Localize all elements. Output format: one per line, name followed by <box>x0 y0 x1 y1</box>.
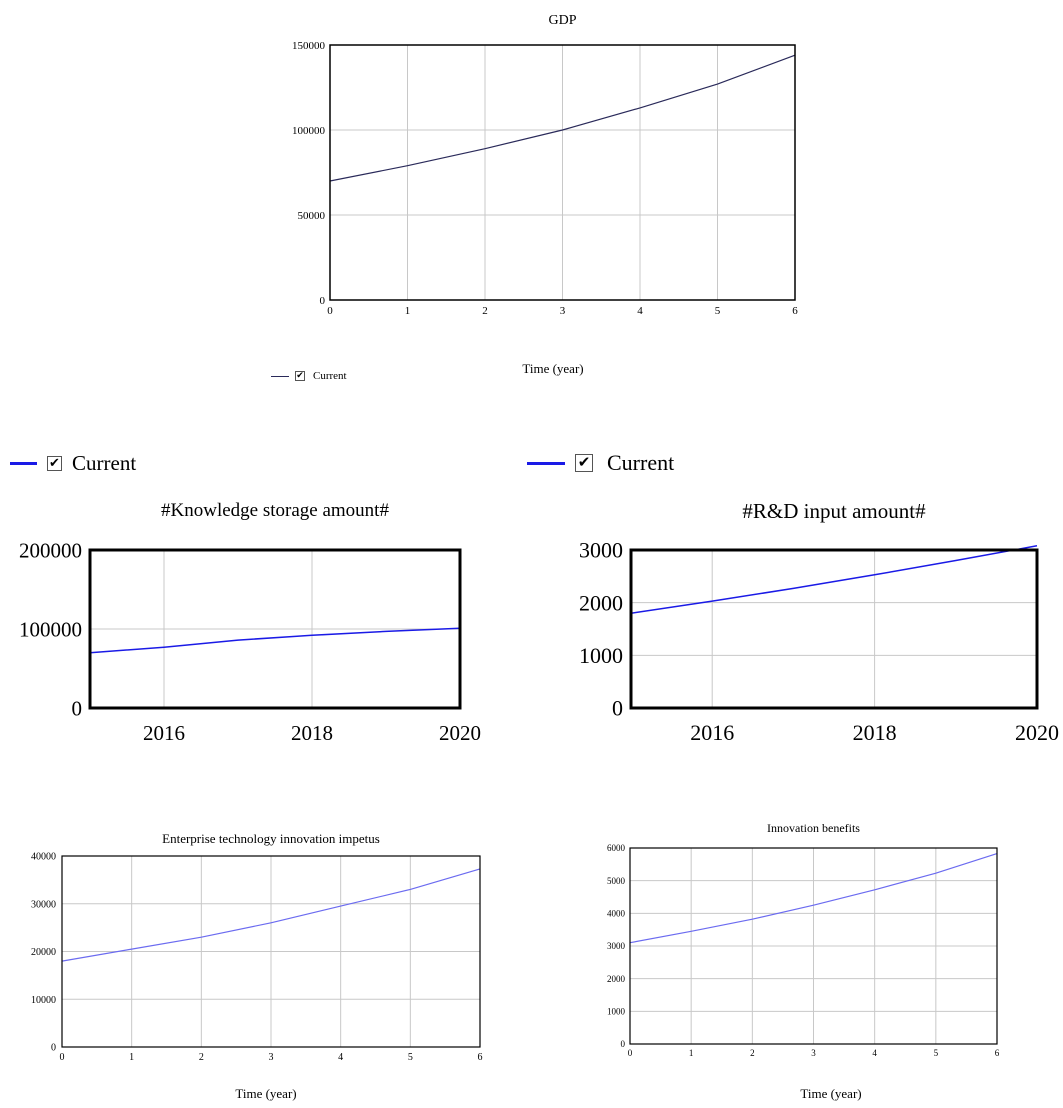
x-tick-label: 3 <box>269 1052 274 1063</box>
x-tick-label: 2018 <box>291 721 333 745</box>
x-tick-label: 0 <box>60 1052 65 1063</box>
x-tick-label: 1 <box>129 1052 134 1063</box>
x-tick-label: 2018 <box>853 720 897 745</box>
x-axis-label: Time (year) <box>235 1086 296 1101</box>
y-tick-label: 0 <box>612 696 623 721</box>
series-line-1 <box>629 853 998 944</box>
y-tick-label: 30000 <box>31 899 56 910</box>
x-tick-label: 4 <box>872 1048 877 1058</box>
series-line-1 <box>630 545 1038 614</box>
rd-legend: Current <box>527 450 674 476</box>
legend-line-icon <box>271 375 289 377</box>
series-line-1 <box>89 627 461 654</box>
chart-title: Innovation benefits <box>767 821 860 835</box>
x-tick-label: 2 <box>482 305 488 317</box>
y-tick-label: 1000 <box>607 1006 626 1016</box>
legend-label: Current <box>313 370 347 382</box>
x-tick-label: 0 <box>628 1048 633 1058</box>
legend-checkbox[interactable] <box>295 370 305 381</box>
x-tick-label: 1 <box>405 305 411 317</box>
y-tick-label: 2000 <box>579 590 623 615</box>
x-tick-label: 5 <box>408 1052 413 1063</box>
y-tick-label: 6000 <box>607 843 626 853</box>
plot-frame <box>329 44 796 301</box>
y-tick-label: 4000 <box>607 908 626 918</box>
y-tick-label: 5000 <box>607 876 626 886</box>
chart-title: GDP <box>548 13 576 28</box>
legend-line-icon <box>10 462 37 465</box>
x-tick-label: 2 <box>199 1052 204 1063</box>
y-tick-label: 100000 <box>292 125 326 137</box>
y-tick-label: 0 <box>51 1043 56 1054</box>
chart-title: Enterprise technology innovation impetus <box>162 831 380 846</box>
rd-input-chart: #R&D input amount# 2016 2018 2020 0 1000 2000 3… <box>579 499 1059 745</box>
x-tick-label: 3 <box>560 305 566 317</box>
gdp-chart: GDP 0 1 2 3 4 5 6 0 50000 100000 150000 Time (year) <box>292 13 798 376</box>
plot-frame <box>61 855 481 1048</box>
x-axis-label: Time (year) <box>800 1086 861 1101</box>
x-tick-label: 2020 <box>439 721 481 745</box>
x-tick-label: 6 <box>478 1052 483 1063</box>
series-line-1 <box>61 868 481 962</box>
x-tick-label: 1 <box>689 1048 694 1058</box>
x-tick-label: 2 <box>750 1048 755 1058</box>
x-tick-label: 2016 <box>143 721 185 745</box>
x-tick-label: 4 <box>338 1052 343 1063</box>
legend-label: Current <box>72 451 137 475</box>
y-tick-label: 10000 <box>31 995 56 1006</box>
y-tick-label: 3000 <box>607 941 626 951</box>
plot-frame <box>88 548 462 710</box>
x-axis-label: Time (year) <box>522 361 583 376</box>
y-tick-label: 20000 <box>31 947 56 958</box>
y-tick-label: 2000 <box>607 974 626 984</box>
innovation-benefits-chart: Innovation benefits 0 1 2 3 4 5 6 0 1000 2000 3000 4… <box>607 821 1000 1101</box>
x-tick-label: 4 <box>637 305 643 317</box>
x-tick-label: 3 <box>811 1048 816 1058</box>
y-tick-label: 3000 <box>579 538 623 563</box>
y-tick-label: 50000 <box>298 210 326 222</box>
x-tick-label: 2016 <box>690 720 734 745</box>
legend-label: Current <box>607 450 675 475</box>
chart-title: #Knowledge storage amount# <box>161 500 389 521</box>
legend-checkbox[interactable] <box>575 453 593 472</box>
knowledge-legend: Current <box>10 451 136 476</box>
y-tick-label: 200000 <box>19 538 82 562</box>
legend-line-icon <box>527 461 565 465</box>
x-tick-label: 6 <box>792 305 798 317</box>
x-tick-label: 5 <box>715 305 721 317</box>
y-tick-label: 150000 <box>292 40 326 52</box>
y-tick-label: 100000 <box>19 617 82 641</box>
legend-checkbox[interactable] <box>47 455 62 471</box>
x-tick-label: 5 <box>934 1048 939 1058</box>
innovation-impetus-chart: Enterprise technology innovation impetus… <box>31 831 483 1101</box>
gdp-legend: Current <box>271 370 347 382</box>
series-line-1 <box>329 54 796 182</box>
plot-frame <box>629 847 998 1045</box>
x-tick-label: 6 <box>995 1048 1000 1058</box>
knowledge-storage-chart: #Knowledge storage amount# 2016 2018 2020 0 1… <box>19 500 481 745</box>
x-tick-label: 2020 <box>1015 720 1059 745</box>
chart-title: #R&D input amount# <box>742 499 926 523</box>
y-tick-label: 0 <box>621 1039 626 1049</box>
y-tick-label: 1000 <box>579 643 623 668</box>
y-tick-label: 0 <box>72 696 83 720</box>
y-tick-label: 40000 <box>31 852 56 863</box>
plot-frame <box>629 548 1039 710</box>
y-tick-label: 0 <box>320 295 326 307</box>
x-tick-label: 0 <box>327 305 333 317</box>
